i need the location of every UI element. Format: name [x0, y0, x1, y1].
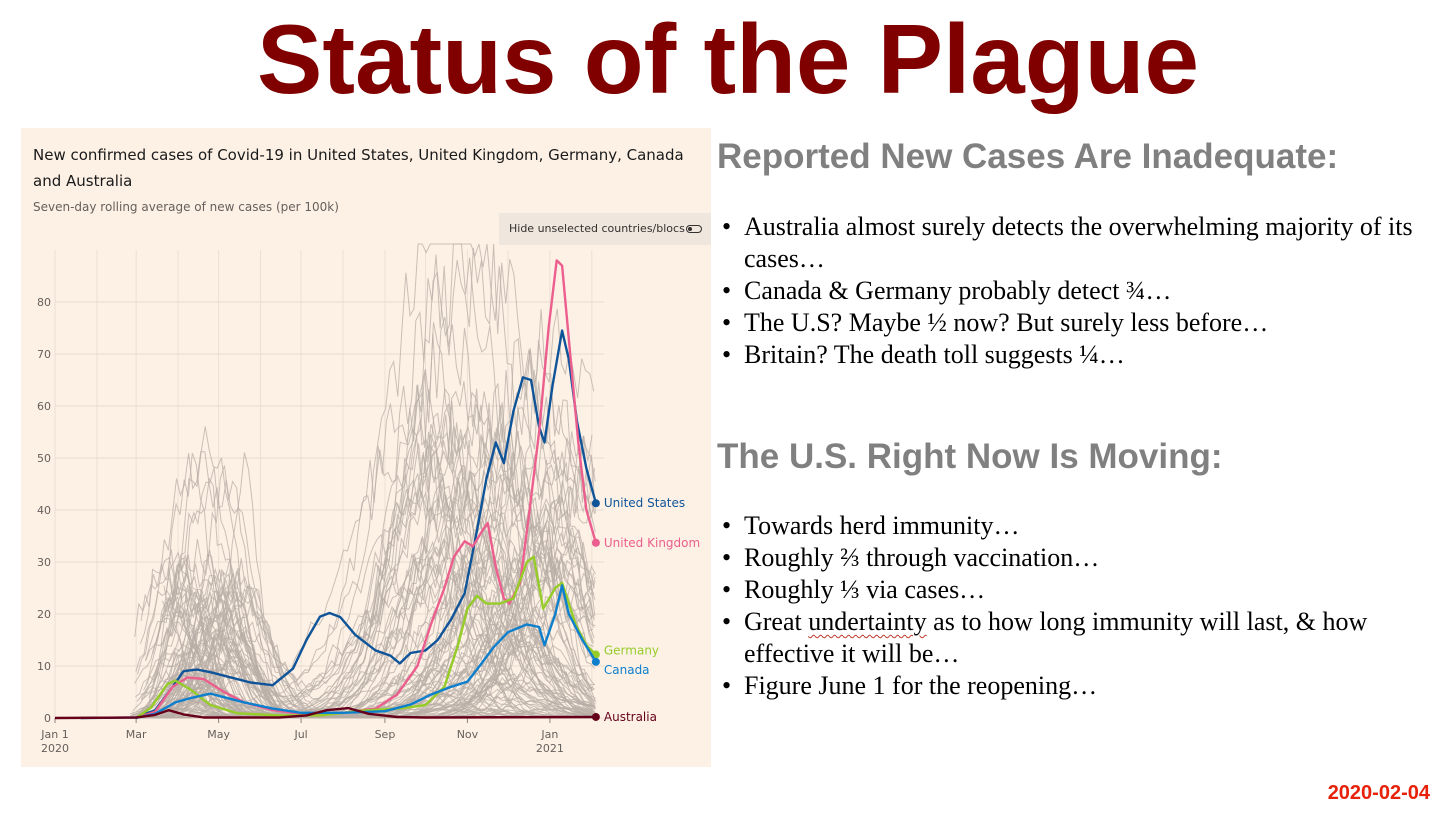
- other-country-line: [150, 548, 594, 719]
- bullet-item: Australia almost surely detects the over…: [722, 211, 1422, 275]
- y-tick-label: 70: [37, 348, 51, 361]
- other-countries-lines: [129, 243, 597, 719]
- series-united-states: United States: [80, 329, 685, 720]
- x-tick-label: Mar: [126, 728, 147, 741]
- other-country-line: [149, 431, 593, 719]
- other-country-line: [155, 637, 594, 719]
- y-tick-label: 50: [37, 452, 51, 465]
- y-tick-label: 80: [37, 296, 51, 309]
- x-tick-label: Jan 1: [40, 728, 68, 741]
- bullet-list-moving: Towards herd immunity… Roughly ⅔ through…: [722, 510, 1422, 702]
- chart-subtitle: Seven-day rolling average of new cases (…: [33, 200, 339, 214]
- section-heading-inadequate: Reported New Cases Are Inadequate:: [717, 137, 1339, 176]
- series-line: [135, 259, 598, 720]
- y-tick-label: 60: [37, 400, 51, 413]
- x-tick-label: Jan: [540, 728, 558, 741]
- series-end-dot: [591, 657, 600, 666]
- series-united-kingdom: United Kingdom: [135, 259, 700, 720]
- x-tick-label: Sep: [375, 728, 396, 741]
- series-label: United States: [604, 496, 685, 510]
- y-tick-label: 0: [44, 712, 51, 725]
- other-country-line: [152, 419, 596, 719]
- y-tick-label: 40: [37, 504, 51, 517]
- series-line: [135, 555, 597, 719]
- toggle-switch-icon[interactable]: [686, 225, 702, 233]
- toggle-knob: [688, 226, 692, 231]
- chart-title: New confirmed cases of Covid-19 in Unite…: [33, 146, 684, 190]
- bullet-text-undertainty: Great undertainty as to how long immunit…: [744, 607, 1368, 668]
- bullet-list-inadequate: Australia almost surely detects the over…: [722, 211, 1422, 371]
- other-country-line: [135, 254, 595, 717]
- series-line: [135, 584, 597, 720]
- series-germany: Germany: [135, 555, 659, 719]
- chart-panel: New confirmed cases of Covid-19 in Unite…: [21, 128, 711, 767]
- series-label: Germany: [604, 644, 659, 658]
- date-stamp: 2020-02-04: [1327, 782, 1430, 804]
- toggle-label: Hide unselected countries/blocs: [509, 222, 685, 235]
- hide-unselected-toggle[interactable]: Hide unselected countries/blocs: [499, 213, 711, 245]
- bullet-item: Canada & Germany probably detect ¾…: [722, 275, 1422, 307]
- other-country-line: [160, 539, 596, 718]
- series-label: Australia: [604, 710, 657, 724]
- x-tick-label: May: [207, 728, 230, 741]
- bullet-item: Roughly ⅓ via cases…: [722, 574, 1422, 606]
- bullet-item: Britain? The death toll suggests ¼…: [722, 339, 1422, 371]
- series-canada: Canada: [135, 584, 650, 720]
- series-label: United Kingdom: [604, 536, 700, 550]
- bullet-item: Roughly ⅔ through vaccination…: [722, 542, 1422, 574]
- series-end-dot: [591, 712, 600, 721]
- other-country-line: [152, 423, 595, 716]
- other-country-line: [145, 454, 593, 719]
- other-country-line: [134, 548, 594, 715]
- other-country-line: [168, 437, 596, 719]
- bullet-item: Great undertainty as to how long immunit…: [722, 606, 1422, 670]
- series-label: Canada: [604, 663, 650, 677]
- series-line: [80, 329, 598, 720]
- series-end-dot: [591, 499, 600, 508]
- series-line: [54, 706, 596, 720]
- x-tick-sublabel: 2020: [41, 742, 69, 755]
- series-australia: Australia: [54, 706, 657, 724]
- spellcheck-underline: undertainty: [808, 607, 927, 636]
- y-tick-label: 30: [37, 556, 51, 569]
- bullet-item: The U.S? Maybe ½ now? But surely less be…: [722, 307, 1422, 339]
- slide-title: Status of the Plague: [256, 4, 1199, 114]
- x-tick-label: Jul: [293, 728, 307, 741]
- y-tick-label: 20: [37, 608, 51, 621]
- other-country-line: [137, 412, 593, 718]
- section-heading-moving: The U.S. Right Now Is Moving:: [717, 437, 1223, 476]
- y-tick-label: 10: [37, 660, 51, 673]
- other-country-line: [138, 390, 594, 719]
- x-tick-label: Nov: [457, 728, 479, 741]
- bullet-item: Figure June 1 for the reopening…: [722, 670, 1422, 702]
- series-end-dot: [591, 538, 600, 547]
- bullet-item: Towards herd immunity…: [722, 510, 1422, 542]
- x-tick-sublabel: 2021: [536, 742, 564, 755]
- other-country-line: [164, 552, 595, 718]
